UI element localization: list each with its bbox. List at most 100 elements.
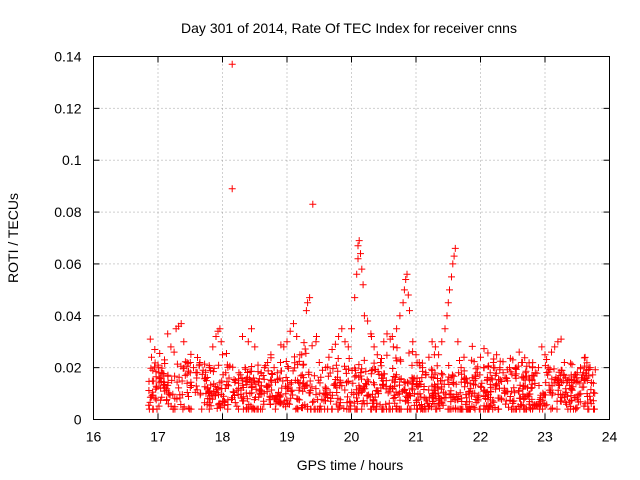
data-point bbox=[228, 185, 236, 193]
data-point bbox=[199, 366, 207, 374]
data-point bbox=[489, 359, 497, 366]
data-point bbox=[370, 396, 378, 404]
data-point bbox=[392, 371, 400, 379]
data-point bbox=[461, 383, 469, 391]
x-tick-label: 17 bbox=[150, 429, 166, 445]
data-point bbox=[296, 351, 304, 359]
data-point bbox=[302, 307, 310, 315]
data-point bbox=[389, 394, 397, 402]
data-point bbox=[435, 351, 443, 359]
data-point bbox=[155, 402, 163, 410]
data-point bbox=[409, 375, 417, 383]
x-tick-label: 22 bbox=[473, 429, 489, 445]
data-point bbox=[523, 362, 531, 370]
data-point bbox=[299, 387, 307, 395]
data-point bbox=[275, 393, 283, 401]
data-point bbox=[288, 379, 295, 387]
data-point bbox=[240, 397, 248, 405]
data-point bbox=[408, 361, 416, 369]
data-point bbox=[543, 356, 551, 363]
x-tick-label: 24 bbox=[602, 429, 618, 445]
data-point bbox=[457, 364, 465, 372]
y-tick-label: 0.08 bbox=[54, 204, 81, 220]
data-point bbox=[283, 338, 291, 346]
x-tick-label: 16 bbox=[86, 429, 102, 445]
data-point bbox=[310, 397, 318, 405]
data-point bbox=[506, 393, 514, 400]
data-point bbox=[464, 379, 472, 387]
data-point bbox=[417, 405, 425, 413]
data-point bbox=[586, 396, 594, 404]
x-tick-label: 20 bbox=[344, 429, 360, 445]
x-axis-label: GPS time / hours bbox=[297, 457, 404, 473]
data-point bbox=[282, 358, 290, 365]
data-point bbox=[424, 405, 432, 413]
data-point bbox=[495, 394, 503, 402]
data-point bbox=[437, 385, 445, 393]
data-point bbox=[254, 368, 262, 376]
data-point bbox=[496, 376, 504, 384]
data-point bbox=[183, 379, 191, 387]
data-point bbox=[186, 384, 194, 391]
data-point bbox=[209, 368, 217, 376]
data-point bbox=[480, 364, 488, 372]
data-point bbox=[163, 396, 170, 404]
data-point bbox=[324, 394, 332, 401]
data-point bbox=[334, 355, 342, 362]
data-point bbox=[148, 353, 155, 361]
data-point bbox=[231, 399, 239, 407]
data-point bbox=[151, 346, 159, 353]
data-point bbox=[493, 351, 501, 359]
data-point bbox=[305, 389, 313, 397]
data-point bbox=[377, 362, 385, 370]
data-point bbox=[541, 351, 549, 359]
data-point bbox=[336, 403, 344, 411]
data-point bbox=[409, 348, 417, 356]
data-point bbox=[398, 387, 406, 395]
data-point bbox=[412, 381, 420, 389]
data-point bbox=[286, 400, 293, 408]
data-point bbox=[246, 390, 254, 398]
data-point bbox=[391, 394, 399, 401]
data-point bbox=[149, 405, 157, 413]
data-point bbox=[574, 391, 582, 399]
data-point bbox=[515, 387, 522, 395]
data-point bbox=[552, 373, 560, 381]
data-point bbox=[449, 379, 457, 386]
y-tick-label: 0 bbox=[74, 412, 82, 428]
data-point bbox=[266, 400, 274, 408]
data-point bbox=[358, 265, 366, 273]
data-point bbox=[410, 390, 418, 398]
data-point bbox=[161, 356, 168, 364]
data-point bbox=[241, 364, 249, 372]
data-point bbox=[499, 369, 507, 377]
data-point bbox=[515, 348, 523, 356]
data-point bbox=[567, 359, 575, 367]
grid-lines bbox=[93, 56, 610, 420]
data-point bbox=[164, 371, 172, 379]
x-tick-label: 23 bbox=[537, 429, 553, 445]
data-point bbox=[284, 385, 292, 393]
data-point bbox=[455, 369, 463, 377]
data-point bbox=[187, 378, 195, 386]
data-point bbox=[295, 379, 303, 387]
data-point bbox=[509, 356, 517, 364]
data-point bbox=[299, 402, 307, 410]
data-point bbox=[527, 384, 535, 392]
data-point bbox=[395, 389, 403, 397]
data-point bbox=[367, 370, 375, 378]
data-point bbox=[308, 383, 316, 391]
data-point bbox=[331, 380, 339, 388]
data-point bbox=[370, 379, 377, 387]
data-point bbox=[312, 338, 320, 346]
data-point bbox=[473, 393, 481, 401]
data-point bbox=[415, 359, 423, 366]
data-point bbox=[234, 391, 242, 399]
data-point bbox=[177, 401, 185, 408]
data-point bbox=[357, 250, 364, 258]
data-point bbox=[483, 388, 491, 396]
data-point bbox=[408, 384, 416, 392]
data-point bbox=[205, 395, 213, 403]
data-point bbox=[472, 365, 480, 373]
data-point bbox=[378, 355, 385, 362]
